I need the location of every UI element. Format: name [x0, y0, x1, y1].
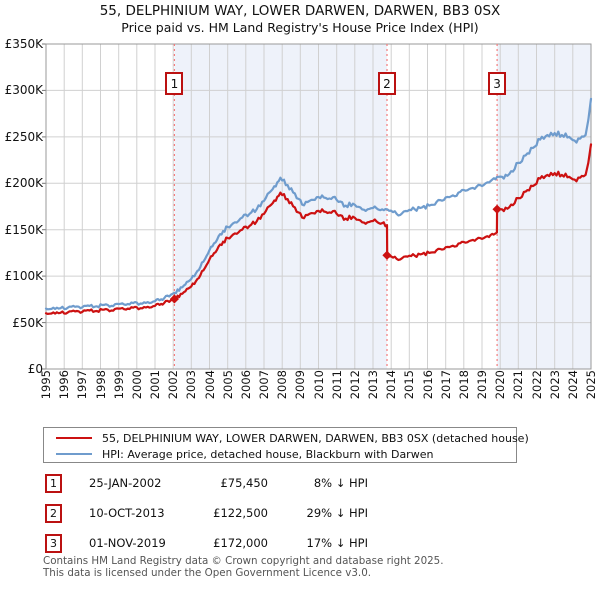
- footer-line-2: This data is licensed under the Open Gov…: [43, 566, 372, 579]
- sale-hpi-diff: 17% ↓ HPI: [306, 536, 368, 550]
- sale-hpi-diff: 8% ↓ HPI: [313, 476, 368, 490]
- x-axis-tick-label: 2020: [493, 370, 508, 400]
- y-axis-tick-label: £300K: [4, 83, 43, 98]
- legend-line-swatch: [56, 453, 92, 455]
- y-axis-tick-label: £350K: [4, 37, 43, 51]
- x-axis-tick-label: 2002: [166, 370, 181, 400]
- legend-item-label: 55, DELPHINIUM WAY, LOWER DARWEN, DARWEN…: [102, 431, 529, 445]
- series-line-property: [44, 143, 593, 315]
- x-axis-tick-label: 2009: [293, 370, 308, 400]
- y-axis-tick-label: £150K: [4, 222, 43, 237]
- chart-subtitle: Price paid vs. HM Land Registry's House …: [121, 20, 479, 35]
- sale-flag-1: 1: [165, 72, 184, 95]
- sale-row: 1 25-JAN-2002 £75,450 8% ↓ HPI: [0, 474, 600, 494]
- sale-number-badge: 1: [45, 474, 62, 493]
- x-axis-tick-label: 2017: [438, 370, 453, 400]
- sale-number-badge: 3: [45, 534, 62, 553]
- legend-item: HPI: Average price, detached house, Blac…: [56, 446, 433, 462]
- x-axis-tick-label: 2013: [366, 370, 380, 400]
- price-chart-canvas: [42, 43, 593, 370]
- x-axis-tick-label: 2018: [456, 370, 471, 400]
- x-axis-tick-label: 2024: [565, 370, 580, 400]
- sale-row: 2 10-OCT-2013 £122,500 29% ↓ HPI: [0, 504, 600, 524]
- x-axis-tick-label: 2022: [529, 370, 544, 400]
- x-axis-tick-label: 2012: [347, 370, 362, 400]
- x-axis-tick-label: 2000: [129, 370, 144, 400]
- x-axis-tick-label: 2021: [511, 370, 526, 400]
- sale-row: 3 01-NOV-2019 £172,000 17% ↓ HPI: [0, 534, 600, 554]
- sale-point-marker: [382, 250, 392, 260]
- sale-flag-2: 2: [378, 72, 396, 95]
- legend-line-swatch: [56, 437, 92, 439]
- x-axis-tick-label: 2014: [384, 370, 399, 400]
- series-line-hpi: [44, 97, 593, 311]
- x-axis-tick-label: 2023: [547, 370, 562, 400]
- x-axis-tick-label: 2007: [257, 370, 271, 400]
- footer-line-1: Contains HM Land Registry data © Crown c…: [43, 555, 444, 567]
- legend-item-label: HPI: Average price, detached house, Blac…: [102, 447, 434, 461]
- sale-date: 10-OCT-2013: [89, 506, 165, 520]
- legend-item: 55, DELPHINIUM WAY, LOWER DARWEN, DARWEN…: [56, 430, 529, 446]
- y-axis-tick-label: £250K: [4, 129, 43, 144]
- x-axis-tick-label: 2025: [584, 370, 598, 400]
- x-axis-tick-label: 2004: [202, 370, 217, 400]
- sale-point-marker: [492, 204, 502, 214]
- x-axis-tick-label: 2003: [184, 370, 199, 400]
- x-axis-tick-label: 2010: [311, 370, 326, 400]
- footer-attribution: Contains HM Land Registry data © Crown c…: [43, 555, 444, 579]
- legend: 55, DELPHINIUM WAY, LOWER DARWEN, DARWEN…: [43, 427, 529, 463]
- chart-title: 55, DELPHINIUM WAY, LOWER DARWEN, DARWEN…: [99, 3, 501, 19]
- x-axis-tick-label: 1995: [39, 370, 53, 400]
- x-axis-tick-label: 2019: [475, 370, 489, 400]
- sale-hpi-diff: 29% ↓ HPI: [306, 506, 368, 520]
- x-axis-tick-label: 2015: [402, 370, 417, 400]
- sale-point-marker: [169, 294, 180, 304]
- x-axis-tick-label: 2008: [275, 370, 290, 400]
- y-axis-tick-label: £100K: [4, 269, 43, 284]
- sale-price: £122,500: [213, 506, 268, 520]
- x-axis-tick-label: 2011: [329, 370, 344, 400]
- x-axis-tick-label: 2001: [148, 370, 162, 400]
- sale-date: 01-NOV-2019: [89, 536, 166, 550]
- x-axis-tick-label: 1996: [57, 370, 72, 400]
- x-axis-tick-label: 2006: [238, 370, 253, 400]
- x-axis-tick-label: 2005: [220, 370, 235, 400]
- sale-date: 25-JAN-2002: [89, 476, 162, 490]
- sale-flag-3: 3: [488, 72, 507, 95]
- x-axis-tick-label: 2016: [420, 370, 435, 400]
- plot-border: [45, 43, 592, 370]
- ownership-period-band: [497, 44, 591, 369]
- sale-number-badge: 2: [45, 504, 62, 523]
- x-axis-tick-label: 1997: [75, 370, 90, 400]
- x-axis-tick-label: 1999: [111, 370, 126, 400]
- x-axis-tick-label: 1998: [93, 370, 108, 400]
- sale-price: £75,450: [220, 476, 268, 490]
- y-axis-tick-label: £200K: [4, 176, 43, 191]
- y-axis-tick-label: £0: [27, 362, 43, 376]
- y-axis-tick-label: £50K: [12, 315, 43, 330]
- sale-price: £172,000: [213, 536, 268, 550]
